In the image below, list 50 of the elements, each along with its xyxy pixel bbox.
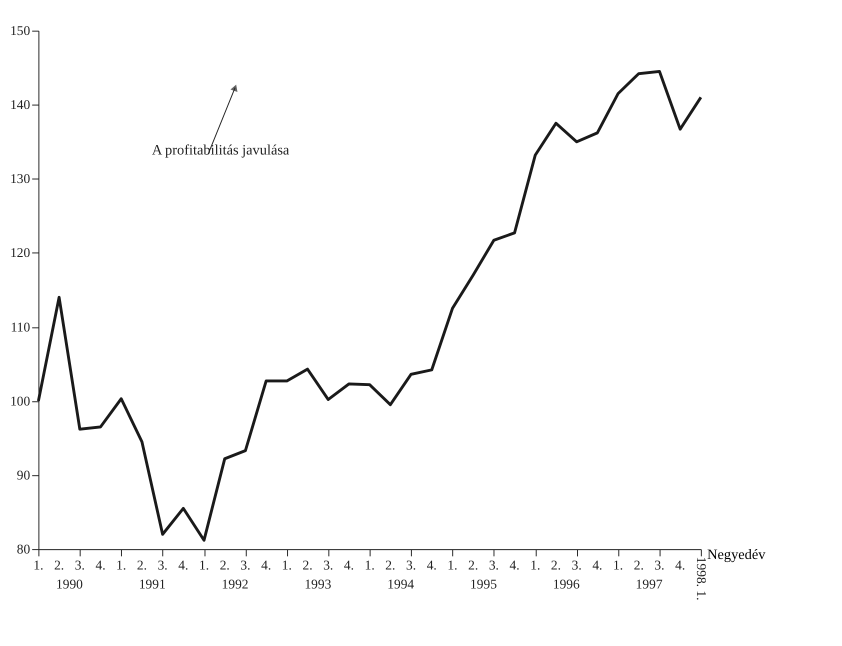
x-tick-label: 3. <box>158 557 168 572</box>
x-tick-label: 2. <box>302 557 313 572</box>
x-tick-label: 3. <box>323 557 334 572</box>
x-tick-label: 3. <box>572 557 582 572</box>
x-tick-label: 4. <box>426 557 437 572</box>
x-tick-label: 2. <box>550 557 561 572</box>
text: 1991 <box>138 576 166 592</box>
x-tick-label: 3. <box>406 557 416 572</box>
x-tick-label: 3. <box>240 557 250 572</box>
y-tick-label: 110 <box>10 319 31 334</box>
x-tick-label: 2. <box>385 557 396 572</box>
x-tick-label: 1. <box>447 557 458 572</box>
x-tick-label: 1. <box>33 557 44 572</box>
x-tick-label: 2. <box>634 557 644 572</box>
x-tick-label: 2. <box>54 557 64 572</box>
x-tick-label: 1. <box>530 557 540 572</box>
y-tick-label: 80 <box>16 541 31 556</box>
annotation: A profitabilitás javulása <box>152 142 290 159</box>
text: 1990 <box>56 576 84 592</box>
text: 1993 <box>304 576 332 592</box>
x-tick-label: 1. <box>282 557 292 572</box>
y-tick-label: 90 <box>16 467 31 482</box>
x-tick-label: 3. <box>654 557 664 572</box>
x-tick-label: 4. <box>95 557 106 572</box>
x-tick-label: 2. <box>136 557 147 572</box>
x-tick-label: 4. <box>510 557 520 572</box>
y-tick-label: 140 <box>10 97 31 112</box>
x-tick-label: 1. <box>116 557 126 572</box>
y-tick-label: 120 <box>10 245 31 260</box>
y-tick-label: 150 <box>10 22 31 38</box>
x-tick-label: 2. <box>468 557 478 572</box>
x-tick-label: 3. <box>74 557 85 572</box>
x-tick-label: 4. <box>261 557 272 572</box>
y-tick-label: 100 <box>10 393 31 408</box>
x-tick-label: 4. <box>178 557 188 572</box>
text: 1994 <box>387 576 414 592</box>
text: 1997 <box>636 576 663 592</box>
x-tick-label: 4. <box>675 557 686 572</box>
text: 1992 <box>222 576 249 592</box>
x-tick-label: 4. <box>344 557 354 572</box>
x-tick-label: 1. <box>198 557 210 572</box>
text: 1996 <box>552 576 580 592</box>
text: 1995 <box>470 576 498 592</box>
y-tick-label: 130 <box>10 171 31 186</box>
x-axis-title: Negyedév <box>707 547 766 564</box>
x-tick-label: 3. <box>488 557 499 572</box>
x-tick-label: 1. <box>613 557 624 572</box>
x-tick-label: 4. <box>592 557 602 572</box>
x-tick-label: 2. <box>220 557 230 572</box>
x-tick-label: 1. <box>364 557 375 572</box>
